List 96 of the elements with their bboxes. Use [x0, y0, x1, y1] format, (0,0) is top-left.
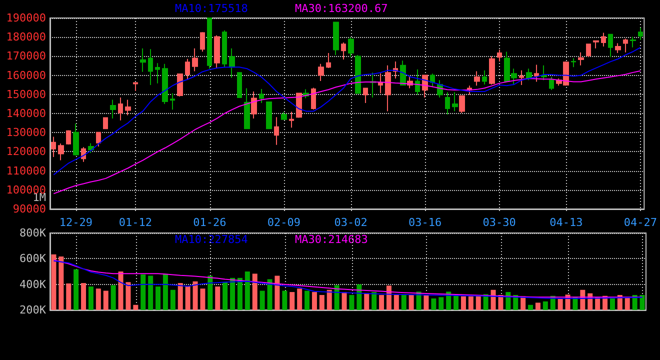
x-tick-label: 03-30: [482, 216, 516, 229]
text: MA10:227854: [175, 233, 248, 246]
candlestick: [363, 88, 368, 104]
y-tick-label: 130000: [6, 126, 46, 140]
candlestick: [140, 48, 146, 72]
candlestick: [88, 142, 94, 154]
candlestick: [601, 32, 606, 47]
x-tick-label: 12-29: [59, 216, 93, 229]
candlestick: [214, 34, 220, 69]
candlestick: [96, 132, 101, 148]
candlestick: [326, 52, 331, 69]
candlestick: [526, 68, 532, 81]
y-tick-label: 150000: [6, 88, 46, 101]
candlestick: [489, 56, 495, 85]
candlestick: [341, 42, 346, 60]
candlestick: [549, 76, 554, 91]
candlestick: [615, 42, 621, 54]
candlestick: [578, 52, 584, 66]
x-tick-label: 04-13: [550, 216, 583, 229]
x-tick-label: 03-02: [334, 216, 368, 229]
x-tick-label: 04-27: [624, 216, 658, 229]
candlestick: [459, 95, 465, 114]
candlestick: [474, 70, 480, 86]
candlestick: [296, 92, 302, 118]
x-tick-label: 02-09: [267, 216, 301, 229]
candlestick: [118, 96, 123, 121]
candlestick: [148, 48, 153, 86]
candlestick: [274, 116, 279, 146]
candlestick: [430, 73, 435, 88]
candlestick: [638, 27, 643, 40]
y-tick-label: 160000: [6, 68, 46, 82]
candlestick: [445, 92, 450, 115]
candlestick: [244, 88, 250, 130]
candlestick: [73, 123, 79, 156]
y-tick-label: 180000: [6, 30, 46, 44]
y-tick-label: 90000: [12, 202, 46, 216]
candlestick: [66, 130, 71, 145]
y-tick-label: 120000: [6, 145, 46, 158]
candlestick: [266, 102, 272, 130]
line-series: [53, 70, 641, 194]
candlestick: [192, 48, 198, 72]
candlestick: [385, 64, 391, 112]
candlestick: [571, 58, 576, 68]
y-tick-label: 190000: [6, 12, 46, 24]
candlestick: [534, 64, 539, 82]
x-tick-label: 01-26: [193, 216, 226, 229]
candlestick: [58, 142, 64, 161]
candlestick: [177, 73, 183, 97]
y-tick-label: 600K: [20, 252, 46, 266]
candlestick: [229, 48, 235, 78]
text: MA10:175518: [175, 2, 248, 15]
candlestick: [586, 44, 591, 58]
candlestick: [125, 99, 131, 116]
candlestick: [519, 70, 524, 86]
candlestick: [497, 49, 502, 62]
candlestick: [259, 88, 264, 104]
candlestick: [200, 32, 205, 52]
candlestick: [170, 92, 175, 110]
candlestick: [318, 63, 324, 82]
y-tick-label: 800K: [20, 226, 46, 240]
candlestick: [133, 82, 138, 92]
candlestick: [162, 63, 168, 104]
candlestick: [51, 136, 56, 158]
y-tick-label: 140000: [6, 107, 46, 120]
candlestick: [207, 18, 212, 70]
text: MA30:163200.67: [295, 2, 388, 15]
candlestick: [415, 68, 420, 96]
candlestick: [623, 38, 628, 53]
candlestick: [452, 92, 458, 112]
candlestick: [281, 112, 287, 120]
candlestick: [222, 30, 227, 68]
candlestick: [355, 54, 361, 94]
candlestick: [630, 36, 636, 48]
candlestick: [110, 99, 116, 119]
x-tick-label: 01-12: [118, 216, 152, 229]
candlestick: [237, 72, 242, 98]
y-tick-label: 400K: [20, 278, 46, 291]
candlestick: [185, 58, 190, 80]
y-tick-label: 200K: [20, 304, 46, 316]
candlestick: [348, 36, 354, 58]
candlestick: [103, 117, 108, 130]
candlestick: [482, 70, 487, 85]
candlestick: [289, 111, 294, 128]
candlestick: [378, 72, 383, 94]
candlestick: [541, 64, 547, 81]
line-series: [53, 46, 641, 176]
text: MA30:214683: [295, 233, 368, 246]
candlestick: [251, 91, 257, 119]
candlestick: [608, 34, 613, 58]
y-tick-label: 110000: [6, 164, 46, 178]
candlestick: [333, 22, 339, 56]
candlestick: [155, 62, 160, 84]
x-tick-label: 03-16: [408, 216, 442, 229]
candlestick: [593, 40, 599, 49]
candlestick: [311, 87, 316, 110]
y-tick-label: 170000: [6, 50, 46, 63]
